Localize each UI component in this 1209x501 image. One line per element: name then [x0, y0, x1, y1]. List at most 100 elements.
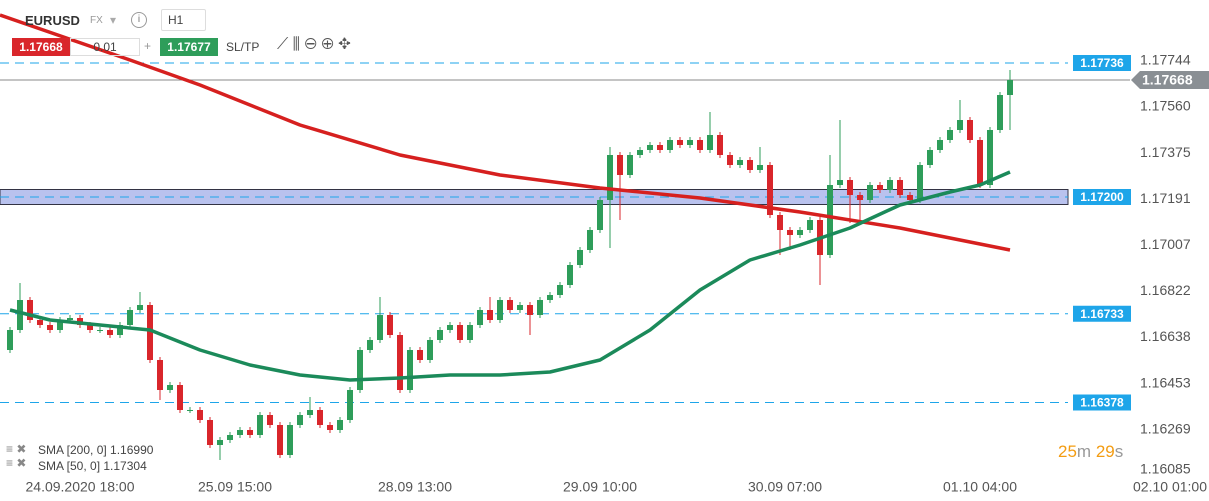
candle-body [937, 140, 943, 150]
sl-tp[interactable]: SL/TP [226, 40, 260, 54]
sma-line [9, 170, 1011, 382]
candle-body [1007, 80, 1013, 95]
timer-minutes: 25 [1058, 442, 1077, 461]
candle-body [627, 155, 633, 175]
candle-body [7, 330, 13, 350]
candle-body [977, 140, 983, 185]
candle-body [737, 160, 743, 165]
candle-body [617, 155, 623, 175]
y-tick-label: 1.17744 [1140, 52, 1191, 68]
candle-body [787, 230, 793, 235]
candle-body [357, 350, 363, 390]
y-tick-label: 1.16453 [1140, 374, 1191, 390]
candle-body [967, 120, 973, 140]
candle-body [437, 330, 443, 340]
timer-minutes-unit: m [1076, 442, 1092, 461]
last-price-label: 1.17668 [1142, 72, 1193, 88]
x-tick-label: 02.10 01:00 [1133, 479, 1207, 495]
candle-body [567, 265, 573, 285]
y-tick-label: 1.17191 [1140, 190, 1191, 206]
candle-body [417, 350, 423, 360]
candle-body [667, 140, 673, 150]
candle-body [727, 155, 733, 165]
candle-body [507, 300, 513, 310]
plus[interactable]: + [144, 39, 152, 53]
tool-icons[interactable]: ⟋ ⫼ ⊖ ⊕ ✥ [277, 36, 351, 53]
candle-body [497, 300, 503, 320]
candle-body [277, 425, 283, 455]
interval[interactable]: H1 [161, 9, 207, 31]
candle-body [87, 325, 93, 330]
x-tick-label: 28.09 13:00 [378, 479, 452, 495]
y-tick-label: 1.16085 [1140, 461, 1191, 477]
level-label: 1.16378 [1080, 396, 1124, 410]
candle-body [537, 300, 543, 315]
candle-body [367, 340, 373, 350]
candle-body [307, 410, 313, 415]
legend-entry[interactable]: SMA [200, 0] 1.16990 [38, 443, 154, 457]
y-tick-label: 1.16822 [1140, 282, 1191, 298]
candle-body [27, 300, 33, 320]
candle-body [987, 130, 993, 185]
candle-body [247, 430, 253, 435]
candle-body [67, 318, 73, 320]
candle-body [17, 300, 23, 330]
legend-icons[interactable]: ≡ ✖ ≡ ✖ [6, 442, 27, 470]
candle-body [687, 140, 693, 145]
y-tick-label: 1.16638 [1140, 328, 1191, 344]
candle-body [47, 325, 53, 330]
candle-body [97, 330, 103, 331]
info-icon[interactable]: i [131, 12, 147, 28]
candle-body [327, 425, 333, 430]
candle-body [187, 410, 193, 411]
candle-body [407, 350, 413, 390]
candle-body [177, 385, 183, 410]
sma-line [0, 13, 1011, 252]
candle-body [757, 165, 763, 170]
candle-body [397, 335, 403, 390]
level-label-box [1073, 189, 1131, 205]
candle-timer: 25m 29s [1058, 442, 1123, 462]
candle-body [137, 305, 143, 310]
x-tick-label: 25.09 15:00 [198, 479, 272, 495]
candle-body [907, 195, 913, 200]
candle-body [257, 415, 263, 435]
candle-body [957, 120, 963, 130]
candle-body [387, 315, 393, 335]
symbol[interactable]: EURUSD [25, 13, 80, 28]
last-price-tag [1131, 71, 1209, 89]
volume[interactable]: 0.01 [70, 38, 140, 56]
candle-body [697, 140, 703, 150]
candle-body [947, 130, 953, 140]
candle-body [597, 200, 603, 230]
candle-body [287, 425, 293, 455]
candle-body [647, 145, 653, 150]
ask-price[interactable]: 1.17677 [160, 38, 218, 56]
candle-body [217, 440, 223, 445]
y-tick-label: 1.17375 [1140, 144, 1191, 160]
candle-body [717, 135, 723, 155]
candle-body [577, 250, 583, 265]
level-label-box [1073, 394, 1131, 411]
candle-body [777, 215, 783, 230]
candle-body [927, 150, 933, 165]
candle-body [447, 325, 453, 330]
candle-body [297, 415, 303, 425]
candle-body [487, 310, 493, 320]
level-label-box [1073, 305, 1131, 322]
candle-body [317, 410, 323, 425]
candle-body [227, 435, 233, 440]
candle-body [857, 195, 863, 200]
candle-body [897, 180, 903, 195]
candle-body [427, 340, 433, 360]
dropdown-arrow[interactable]: ▾ [110, 13, 117, 27]
y-tick-label: 1.17560 [1140, 98, 1191, 114]
candle-body [797, 230, 803, 235]
x-tick-label: 29.09 10:00 [563, 479, 637, 495]
candle-body [887, 180, 893, 190]
legend-entry[interactable]: SMA [50, 0] 1.17304 [38, 459, 147, 473]
candle-body [337, 420, 343, 430]
bid-price[interactable]: 1.17668 [12, 38, 70, 56]
